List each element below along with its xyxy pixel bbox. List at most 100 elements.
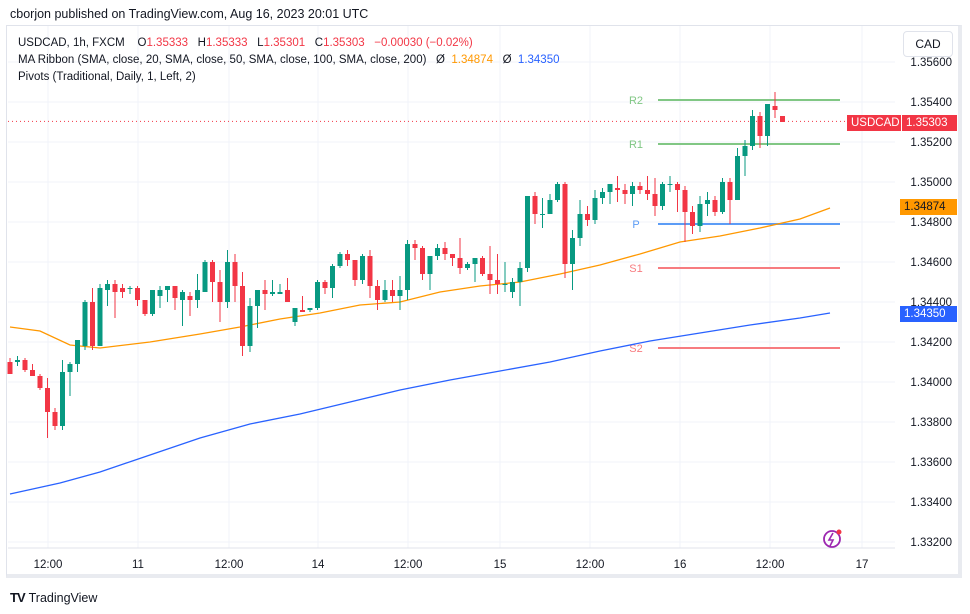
chart-frame [6, 25, 962, 578]
candle [570, 230, 575, 290]
candle [750, 110, 755, 150]
candle [420, 246, 425, 280]
flash-alert-icon[interactable] [823, 529, 842, 548]
candle [697, 196, 703, 232]
candle [150, 290, 155, 316]
y-axis-tick: 1.33400 [910, 497, 952, 509]
legend-ma-symbol-1: Ø [436, 54, 445, 66]
ma200-price-tag: 1.34350 [900, 306, 957, 322]
legend-high-value: 1.35333 [205, 37, 248, 49]
pivot-label-r1: R1 [629, 139, 643, 151]
x-axis-tick: 12:00 [576, 559, 605, 571]
candle [660, 182, 665, 210]
candle [757, 112, 763, 148]
candle [232, 254, 238, 302]
x-axis-tick: 12:00 [215, 559, 244, 571]
candle [405, 240, 410, 300]
candle [622, 184, 628, 204]
candle [690, 206, 695, 234]
candle [75, 340, 80, 372]
candle [67, 362, 73, 396]
candle [135, 286, 140, 306]
pivot-label-r2: R2 [629, 95, 643, 107]
candle [210, 260, 215, 302]
legend-ma-ribbon[interactable]: MA Ribbon (SMA, close, 20, SMA, close, 5… [18, 54, 427, 66]
legend-high-label: H [197, 37, 206, 49]
candle [510, 278, 515, 298]
candle [22, 358, 28, 372]
y-axis-tick: 1.33600 [910, 457, 952, 469]
candle [60, 360, 65, 430]
candle [37, 374, 43, 390]
x-axis-tick: 11 [132, 559, 144, 571]
candle [780, 116, 785, 122]
candle [645, 176, 650, 200]
chart-legend: USDCAD, 1h, FXCM O1.35333 H1.35333 L1.35… [18, 35, 560, 86]
y-axis-tick: 1.34800 [910, 217, 952, 229]
candle [240, 272, 245, 356]
candle [450, 254, 455, 266]
candle [540, 198, 545, 228]
candle [277, 284, 283, 294]
legend-symbol-info[interactable]: USDCAD, 1h, FXCM [18, 37, 125, 49]
candle [7, 358, 13, 374]
candle [390, 280, 395, 302]
y-axis-tick: 1.34600 [910, 257, 952, 269]
candle [480, 256, 485, 276]
candle [682, 186, 688, 242]
candle [337, 252, 343, 268]
tradingview-brand[interactable]: TradingView [28, 590, 98, 605]
legend-symbol-row: USDCAD, 1h, FXCM O1.35333 H1.35333 L1.35… [18, 35, 560, 52]
candle [315, 280, 320, 310]
symbol-price-tag: USDCAD [847, 115, 901, 131]
ma50-price-tag: 1.34874 [900, 199, 957, 215]
candle [532, 192, 538, 224]
candle [217, 270, 223, 322]
candle [435, 244, 440, 260]
y-axis-tick: 1.35000 [910, 177, 952, 189]
currency-button[interactable]: CAD [903, 31, 953, 57]
candle [600, 188, 605, 204]
x-axis-tick: 12:00 [394, 559, 423, 571]
candle [457, 238, 463, 274]
pivot-label-p: P [632, 219, 639, 231]
candle [285, 278, 290, 302]
ma50-line [9, 207, 831, 349]
candle [172, 286, 178, 310]
x-axis-tick: 14 [312, 559, 325, 571]
candle [90, 288, 95, 350]
y-axis-tick: 1.34200 [910, 337, 952, 349]
x-axis-tick: 15 [494, 559, 507, 571]
candle [502, 262, 508, 292]
candle [120, 284, 125, 298]
x-axis-tick: 12:00 [756, 559, 785, 571]
legend-ma200-value: 1.34350 [517, 54, 560, 66]
candle [187, 292, 193, 316]
candle [705, 192, 710, 216]
legend-close-label: C [314, 37, 324, 49]
candle [487, 246, 493, 294]
candle [495, 254, 500, 294]
candle [307, 308, 313, 312]
candle [727, 178, 733, 224]
legend-close-value: 1.35303 [323, 37, 365, 49]
candle [427, 256, 433, 290]
candle [52, 408, 58, 430]
candle [517, 262, 523, 306]
footer: TV TradingView [10, 590, 97, 605]
candle [270, 280, 275, 296]
y-axis-tick: 1.33200 [910, 537, 952, 549]
candle [330, 264, 335, 298]
candle [412, 240, 418, 260]
x-axis-tick: 17 [856, 559, 869, 571]
legend-pivots[interactable]: Pivots (Traditional, Daily, 1, Left, 2) [18, 71, 196, 83]
candle [127, 286, 133, 294]
candle [195, 274, 200, 308]
candle [772, 92, 778, 118]
candle [255, 290, 260, 328]
legend-ma-row: MA Ribbon (SMA, close, 20, SMA, close, 5… [18, 52, 560, 69]
candle [592, 190, 598, 224]
candle [615, 176, 620, 202]
candle [225, 250, 230, 308]
